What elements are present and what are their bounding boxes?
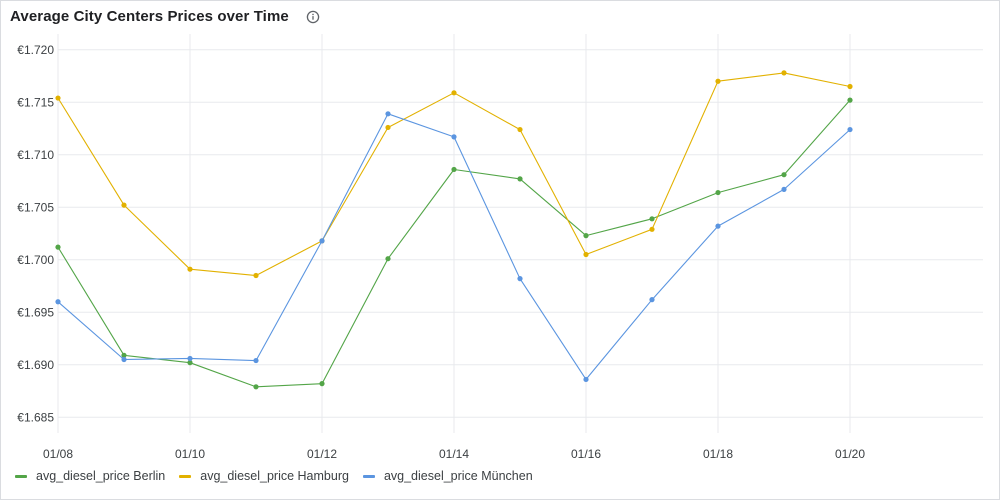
x-tick-label: 01/20	[835, 447, 865, 461]
x-tick-label: 01/08	[43, 447, 73, 461]
info-icon[interactable]	[305, 9, 321, 25]
legend-item-0[interactable]: avg_diesel_price Berlin	[15, 469, 165, 483]
data-point	[385, 111, 391, 117]
data-point	[55, 299, 61, 305]
data-point	[847, 97, 853, 103]
legend-label: avg_diesel_price Hamburg	[200, 469, 349, 483]
data-point	[583, 251, 589, 258]
y-tick-label: €1.710	[17, 148, 54, 162]
legend-swatch	[15, 474, 27, 478]
chart-legend: avg_diesel_price Berlin avg_diesel_price …	[15, 469, 547, 483]
data-point	[517, 126, 523, 133]
data-point	[517, 176, 523, 182]
data-point	[649, 216, 655, 222]
data-point	[253, 357, 259, 364]
data-point	[715, 223, 721, 229]
data-point	[649, 297, 655, 303]
legend-label: avg_diesel_price München	[383, 469, 533, 483]
data-point	[781, 172, 787, 178]
legend-swatch	[362, 474, 375, 478]
data-point	[319, 238, 325, 244]
y-tick-label: €1.690	[17, 358, 54, 372]
y-tick-label: €1.720	[17, 43, 54, 57]
data-point	[319, 381, 325, 387]
legend-item-1[interactable]: avg_diesel_price Hamburg	[179, 469, 349, 483]
data-point	[649, 226, 655, 232]
x-tick-label: 01/10	[175, 447, 205, 461]
y-tick-label: €1.705	[17, 200, 54, 214]
data-point	[385, 256, 391, 262]
legend-item-2[interactable]: avg_diesel_price München	[362, 469, 533, 483]
data-point	[583, 233, 589, 239]
data-point	[781, 70, 787, 76]
data-point	[55, 244, 61, 250]
x-tick-label: 01/12	[307, 447, 337, 461]
data-point	[847, 83, 853, 90]
data-point	[187, 266, 193, 272]
data-point	[253, 384, 259, 390]
chart-title: Average City Centers Prices over Time	[10, 8, 289, 25]
data-point	[121, 352, 127, 358]
data-point	[187, 360, 193, 366]
data-point	[847, 126, 853, 133]
data-point	[451, 134, 457, 140]
data-point	[517, 276, 523, 282]
data-point	[385, 124, 391, 131]
data-point	[121, 202, 127, 208]
data-point	[121, 356, 127, 363]
y-tick-label: €1.695	[17, 305, 54, 319]
data-point	[715, 78, 721, 84]
x-tick-label: 01/16	[571, 447, 601, 461]
data-point	[451, 90, 457, 96]
card-header: Average City Centers Prices over Time	[10, 8, 321, 25]
data-point	[187, 355, 193, 362]
data-point	[55, 95, 61, 101]
data-point	[715, 189, 721, 196]
data-point	[253, 272, 259, 279]
legend-swatch	[179, 474, 192, 478]
data-point	[451, 166, 457, 173]
legend-label: avg_diesel_price Berlin	[36, 469, 166, 483]
y-tick-label: €1.685	[17, 410, 54, 424]
data-point	[781, 186, 787, 192]
x-tick-label: 01/14	[439, 447, 469, 461]
line-chart: €1.685 €1.690 €1.695 €1.700 €1.705 €1.710 €1.7…	[17, 34, 983, 461]
y-tick-label: €1.700	[17, 253, 54, 267]
x-tick-label: 01/18	[703, 447, 733, 461]
y-tick-label: €1.715	[17, 95, 54, 109]
data-point	[583, 376, 589, 383]
